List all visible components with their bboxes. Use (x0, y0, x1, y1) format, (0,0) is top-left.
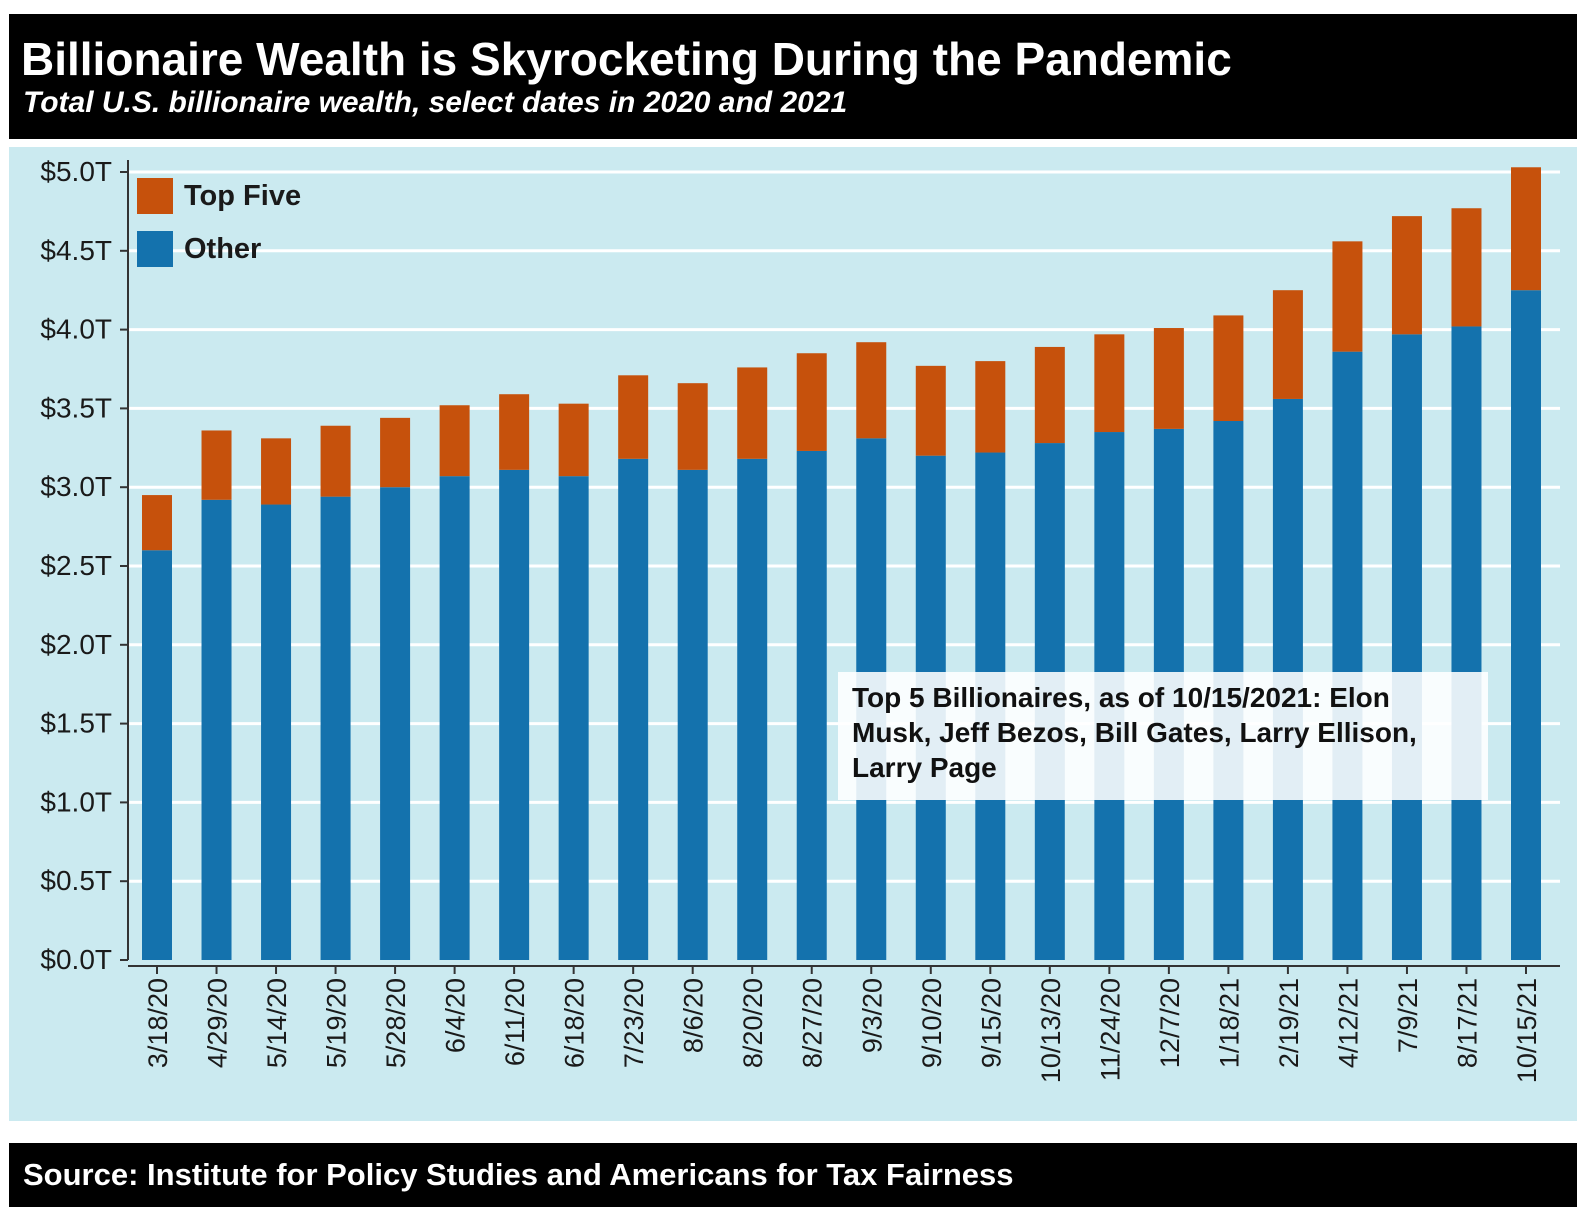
x-tick-label: 5/19/20 (322, 978, 352, 1068)
bar-top-five (915, 365, 946, 456)
y-tick-label: $4.0T (40, 314, 112, 345)
bar-other (142, 550, 172, 960)
bar-top-five (1034, 346, 1065, 444)
bar-other (1332, 351, 1363, 960)
bar-top-five (1213, 315, 1244, 422)
x-tick-label: 2/19/21 (1274, 978, 1304, 1068)
bar-top-five (1451, 208, 1482, 327)
bar-top-five (1511, 167, 1541, 291)
x-tick-label: 9/15/20 (976, 978, 1006, 1068)
bar-other (1391, 334, 1422, 960)
legend-swatch-other (137, 231, 173, 267)
bar-top-five (677, 383, 708, 470)
bar-top-five (558, 403, 589, 477)
x-tick-label: 8/6/20 (679, 978, 709, 1053)
y-tick-label: $5.0T (40, 156, 112, 187)
x-tick-label: 5/28/20 (381, 978, 411, 1068)
bar-top-five (1272, 290, 1303, 399)
x-tick-label: 6/11/20 (500, 978, 530, 1066)
x-tick-label: 6/18/20 (560, 978, 590, 1068)
y-tick-label: $3.5T (40, 392, 112, 423)
bar-other (439, 476, 470, 960)
bar-other (737, 458, 768, 960)
bar-top-five (201, 430, 232, 500)
y-tick-label: $3.0T (40, 471, 112, 502)
x-tick-label: 5/14/20 (262, 978, 292, 1068)
bar-other (1451, 326, 1482, 960)
legend-swatch-top-five (137, 178, 173, 214)
annotation-box: Top 5 Billionaires, as of 10/15/2021: El… (838, 672, 1488, 800)
bar-top-five (1391, 216, 1422, 335)
bar-other (320, 496, 351, 960)
bar-other (201, 499, 232, 960)
bar-other (261, 504, 292, 960)
x-tick-label: 10/13/20 (1036, 978, 1066, 1083)
x-tick-label: 8/17/21 (1452, 978, 1482, 1068)
x-tick-label: 3/18/20 (143, 978, 173, 1068)
source-text: Source: Institute for Policy Studies and… (23, 1157, 1014, 1192)
bar-top-five (1094, 334, 1125, 433)
y-tick-label: $1.0T (40, 786, 112, 817)
bar-other (1511, 290, 1541, 960)
x-tick-label: 8/27/20 (798, 978, 828, 1068)
x-tick-label: 10/15/21 (1512, 978, 1542, 1083)
legend-item-top-five: Top Five (137, 178, 397, 214)
bar-top-five (261, 438, 292, 505)
bar-top-five (499, 394, 530, 470)
chart-header: Billionaire Wealth is Skyrocketing Durin… (9, 14, 1577, 139)
x-tick-label: 7/23/20 (619, 978, 649, 1068)
bar-top-five (439, 405, 470, 477)
legend-label-top-five: Top Five (184, 180, 302, 212)
x-tick-label: 12/7/20 (1155, 978, 1185, 1068)
bar-top-five (142, 495, 172, 551)
chart-subtitle: Total U.S. billionaire wealth, select da… (23, 86, 848, 119)
y-tick-label: $1.5T (40, 708, 112, 739)
x-tick-label: 7/9/21 (1393, 978, 1423, 1053)
legend-item-other: Other (137, 231, 397, 267)
legend-label-other: Other (184, 233, 262, 265)
chart-title: Billionaire Wealth is Skyrocketing Durin… (21, 33, 1232, 85)
bar-top-five (380, 417, 411, 488)
x-tick-label: 11/24/20 (1095, 978, 1125, 1081)
x-tick-label: 4/12/21 (1333, 978, 1363, 1068)
x-tick-label: 6/4/20 (441, 978, 471, 1053)
bar-other (677, 469, 708, 960)
chart-footer: Source: Institute for Policy Studies and… (9, 1143, 1577, 1207)
x-tick-label: 9/10/20 (917, 978, 947, 1068)
y-tick-label: $0.0T (40, 944, 112, 975)
y-tick-label: $0.5T (40, 865, 112, 896)
y-tick-label: $2.5T (40, 550, 112, 581)
bar-other (499, 469, 530, 960)
x-tick-label: 8/20/20 (738, 978, 768, 1068)
bar-top-five (1153, 328, 1184, 429)
y-tick-label: $4.5T (40, 235, 112, 266)
bar-other (796, 450, 827, 960)
x-tick-label: 9/3/20 (857, 978, 887, 1053)
bar-other (558, 476, 589, 960)
bar-top-five (320, 425, 351, 497)
bar-top-five (975, 361, 1006, 453)
x-tick-label: 4/29/20 (203, 978, 233, 1068)
bar-top-five (618, 375, 649, 459)
bar-top-five (1332, 241, 1363, 352)
x-tick-label: 1/18/21 (1214, 978, 1244, 1068)
bar-top-five (856, 342, 887, 439)
y-tick-label: $2.0T (40, 629, 112, 660)
bar-other (380, 487, 411, 960)
bar-top-five (796, 353, 827, 451)
bar-top-five (737, 367, 768, 459)
bar-other (618, 458, 649, 960)
